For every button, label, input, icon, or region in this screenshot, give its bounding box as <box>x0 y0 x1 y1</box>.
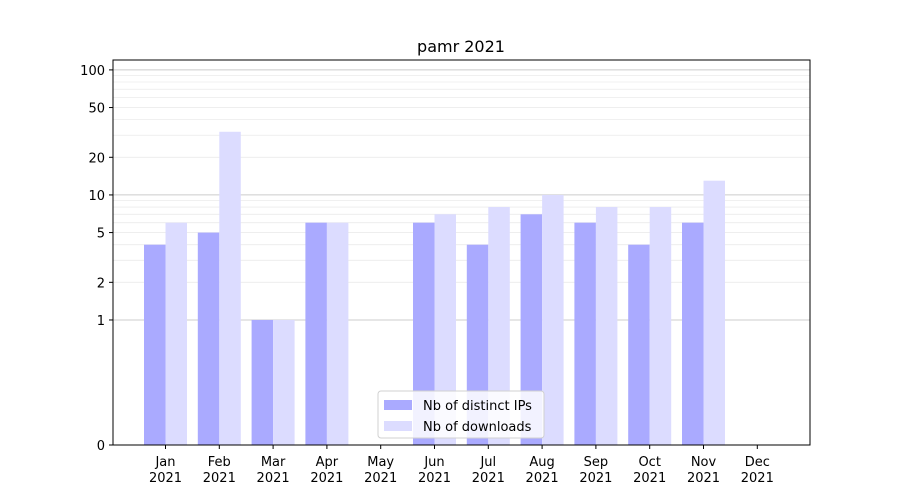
bar-distinct-ips-apr <box>305 222 327 445</box>
bar-distinct-ips-jun <box>413 222 435 445</box>
axis-layer: Jan2021Feb2021Mar2021Apr2021May2021Jun20… <box>80 64 774 486</box>
x-tick-label-month: May <box>367 455 394 470</box>
bar-downloads-oct <box>649 207 672 445</box>
bar-distinct-ips-oct <box>628 244 650 445</box>
x-tick-label-month: Jan <box>154 455 175 470</box>
x-tick-label-year: 2021 <box>203 471 236 486</box>
x-tick-label-month: Nov <box>691 455 717 470</box>
x-tick-label-year: 2021 <box>526 471 559 486</box>
x-tick-label-month: Oct <box>638 455 660 470</box>
x-tick-label-year: 2021 <box>633 471 666 486</box>
legend-swatch <box>384 421 412 431</box>
bar-distinct-ips-jan <box>144 244 166 445</box>
y-tick-label: 0 <box>97 439 105 454</box>
x-tick-label-year: 2021 <box>579 471 612 486</box>
bar-downloads-feb <box>219 131 241 445</box>
bar-distinct-ips-aug <box>520 214 543 445</box>
plot-frame <box>112 59 811 446</box>
y-tick-label: 50 <box>88 102 105 117</box>
bar-downloads-aug <box>542 194 564 445</box>
y-tick-label: 10 <box>88 189 105 204</box>
x-tick-label-year: 2021 <box>741 471 774 486</box>
x-tick-label-year: 2021 <box>364 471 397 486</box>
y-tick-label: 1 <box>97 314 105 329</box>
x-tick-label-year: 2021 <box>149 471 182 486</box>
bar-downloads-nov <box>703 180 725 445</box>
x-tick-label-month: Jul <box>479 455 496 470</box>
bar-downloads-jan <box>165 222 187 445</box>
bar-downloads-jun <box>434 214 456 445</box>
y-tick-label: 5 <box>97 227 105 242</box>
y-tick-label: 20 <box>88 151 105 166</box>
bar-distinct-ips-mar <box>251 319 274 445</box>
bar-downloads-jul <box>488 207 510 445</box>
bar-downloads-apr <box>326 222 349 445</box>
bar-distinct-ips-feb <box>197 232 220 445</box>
legend: Nb of distinct IPs Nb of downloads <box>377 390 545 439</box>
chart-title: pamr 2021 <box>417 37 505 56</box>
legend-label: Nb of downloads <box>423 420 532 435</box>
bar-downloads-sep <box>595 207 618 445</box>
bar-distinct-ips-nov <box>682 222 704 445</box>
x-tick-label-month: Aug <box>529 455 554 470</box>
x-tick-label-month: Mar <box>261 455 286 470</box>
x-tick-label-month: Feb <box>208 455 231 470</box>
x-tick-label-month: Dec <box>745 455 770 470</box>
x-tick-label-year: 2021 <box>257 471 290 486</box>
legend-box <box>377 390 545 439</box>
x-tick-label-year: 2021 <box>472 471 505 486</box>
x-tick-label-month: Jun <box>423 455 444 470</box>
x-tick-label-year: 2021 <box>418 471 451 486</box>
x-tick-label-month: Sep <box>584 455 609 470</box>
legend-swatch <box>384 400 412 410</box>
y-tick-label: 2 <box>97 276 105 291</box>
y-tick-label: 100 <box>80 64 105 79</box>
bars-layer <box>144 131 725 445</box>
bar-distinct-ips-sep <box>574 222 596 445</box>
legend-label: Nb of distinct IPs <box>423 399 532 414</box>
x-tick-label-year: 2021 <box>687 471 720 486</box>
x-tick-label-month: Apr <box>316 455 339 470</box>
bar-downloads-mar <box>273 319 295 445</box>
x-tick-label-year: 2021 <box>310 471 343 486</box>
